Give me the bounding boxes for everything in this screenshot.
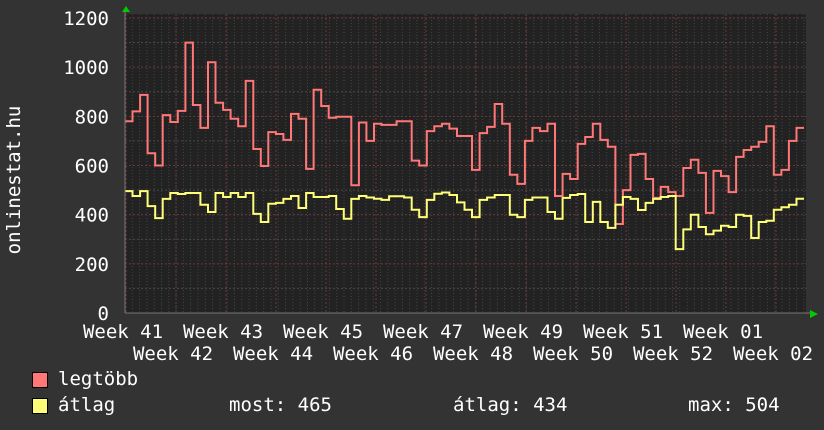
x-axis-arrow-icon — [810, 310, 818, 318]
stat-max: max: 504 — [688, 394, 780, 416]
series-lines — [124, 10, 810, 314]
legend-swatch-legtobb — [32, 372, 48, 388]
series-line-atlag — [125, 190, 804, 251]
x-tick-label: Week 51 — [583, 321, 663, 343]
y-axis-ticks: 0 200 400 600 800 1000 1200 — [63, 8, 109, 325]
x-tick-label: Week 44 — [233, 343, 313, 365]
x-tick-label: Week 42 — [133, 343, 213, 365]
x-tick-label: Week 50 — [533, 343, 613, 365]
grid — [124, 14, 806, 314]
x-tick-label: Week 52 — [633, 343, 713, 365]
y-tick-label: 1000 — [63, 57, 109, 79]
x-tick-label: Week 01 — [683, 321, 763, 343]
x-tick-label: Week 02 — [733, 343, 813, 365]
y-axis-arrow-icon — [122, 6, 130, 12]
x-tick-label: Week 49 — [483, 321, 563, 343]
y-tick-label: 0 — [98, 303, 109, 325]
legend-swatch-atlag — [32, 398, 48, 414]
y-tick-label: 1200 — [63, 8, 109, 30]
x-tick-label: Week 43 — [183, 321, 263, 343]
x-tick-label: Week 45 — [283, 321, 363, 343]
y-tick-label: 800 — [75, 106, 109, 128]
y-axis-label: onlinestat.hu — [3, 106, 25, 255]
x-tick-label: Week 41 — [83, 321, 163, 343]
x-tick-label: Week 46 — [333, 343, 413, 365]
y-tick-label: 200 — [75, 254, 109, 276]
y-tick-label: 600 — [75, 156, 109, 178]
legend-label-legtobb: legtöbb — [58, 368, 139, 390]
stat-average: átlag: 434 — [453, 394, 568, 416]
y-tick-label: 400 — [75, 205, 109, 227]
plot-area — [125, 14, 806, 313]
x-tick-label: Week 47 — [383, 321, 463, 343]
x-tick-label: Week 48 — [433, 343, 513, 365]
legend-label-atlag: átlag — [58, 394, 116, 416]
stat-current: most: 465 — [229, 394, 332, 416]
series-line-legtobb — [125, 41, 804, 225]
